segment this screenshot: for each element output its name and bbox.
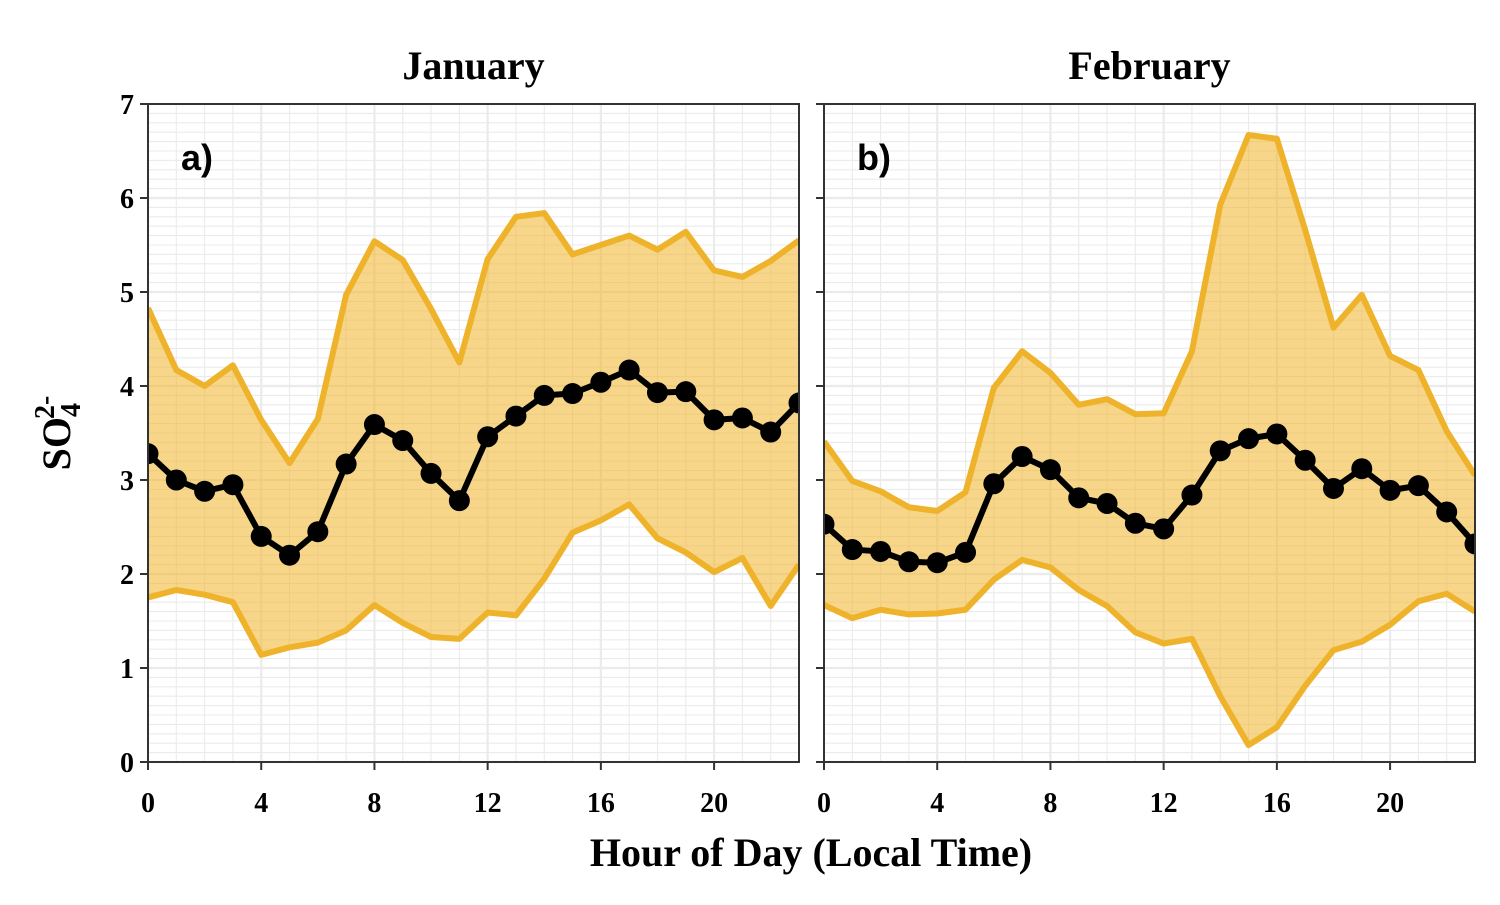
y-tick-label: 3 <box>120 466 134 497</box>
x-tick-label: 12 <box>474 788 502 819</box>
panel-tag: a) <box>181 137 213 178</box>
mean-point <box>1209 440 1231 462</box>
mean-point <box>926 552 948 574</box>
x-tick-label: 0 <box>817 788 831 819</box>
mean-point <box>1436 501 1458 523</box>
mean-point <box>1322 477 1344 499</box>
panel-tag: b) <box>857 137 891 178</box>
mean-point <box>1011 446 1033 467</box>
mean-point <box>420 462 442 484</box>
mean-point <box>477 426 499 448</box>
x-tick-label: 16 <box>587 788 615 819</box>
y-tick-label: 1 <box>120 654 134 685</box>
x-tick-label: 8 <box>367 788 381 819</box>
mean-point <box>363 414 385 436</box>
mean-point <box>1096 493 1118 514</box>
y-tick-label: 5 <box>120 278 134 309</box>
y-axis-title-subscript: 4 <box>56 403 87 417</box>
mean-point <box>760 421 782 443</box>
panel-2: February b) 0 4 8 12 16 20 <box>816 43 1476 819</box>
mean-point <box>703 409 725 431</box>
x-axis-title: Hour of Day (Local Time) <box>590 830 1032 875</box>
upper-bound-line <box>148 210 799 467</box>
lower-bound-line <box>824 556 1475 749</box>
x-tick-label: 4 <box>930 788 944 819</box>
mean-point <box>335 453 357 475</box>
x-tick-label: 20 <box>1376 788 1404 819</box>
y-tick-label: 4 <box>120 372 134 403</box>
mean-point <box>824 513 835 535</box>
mean-point <box>618 359 640 381</box>
mean-point <box>307 521 329 543</box>
mean-point <box>1238 428 1260 450</box>
y-tick-label: 6 <box>120 184 134 215</box>
mean-point <box>448 490 470 512</box>
mean-point <box>1039 459 1061 481</box>
mean-point <box>1379 479 1401 501</box>
mean-point <box>898 551 920 573</box>
mean-point <box>222 474 244 496</box>
mean-point <box>788 392 799 414</box>
mean-point <box>870 540 892 562</box>
panel-title: February <box>1068 43 1230 88</box>
mean-point <box>590 371 612 393</box>
mean-point <box>533 384 555 406</box>
mean-point <box>1266 423 1288 445</box>
mean-point <box>562 383 584 405</box>
mean-point <box>392 430 414 452</box>
y-axis-title-superscript: 2- <box>30 396 61 419</box>
range-band-area <box>148 213 799 655</box>
mean-point <box>841 539 863 561</box>
x-tick-label: 8 <box>1043 788 1057 819</box>
lower-bound-line <box>148 501 799 658</box>
panel-border <box>147 103 800 763</box>
y-tick-label: 2 <box>120 560 134 591</box>
y-tick-label: 7 <box>120 90 134 121</box>
mean-point <box>1351 458 1373 480</box>
mean-points <box>824 423 1475 574</box>
mean-point <box>731 407 753 429</box>
mean-point <box>1153 518 1175 540</box>
mean-point <box>279 544 301 566</box>
mean-point <box>165 469 187 491</box>
mean-point <box>1407 475 1429 497</box>
mean-point <box>1068 487 1090 509</box>
x-tick-label: 20 <box>700 788 728 819</box>
x-tick-label: 16 <box>1263 788 1291 819</box>
range-band-area <box>824 135 1475 746</box>
mean-point <box>1294 449 1316 471</box>
mean-point <box>194 480 216 502</box>
y-axis-title: SO42- <box>30 396 87 471</box>
x-tick-label: 12 <box>1150 788 1178 819</box>
mean-point <box>505 405 527 427</box>
mean-point <box>983 473 1005 495</box>
panel-border <box>823 103 1476 763</box>
mean-point <box>675 381 697 403</box>
y-axis-title-base: SO <box>34 417 79 470</box>
mean-points <box>148 359 799 566</box>
mean-point <box>1124 512 1146 534</box>
panel-title: January <box>402 43 544 88</box>
mean-point <box>1181 484 1203 506</box>
upper-bound-line <box>824 132 1475 515</box>
mean-point <box>955 541 977 563</box>
mean-point <box>1464 533 1475 555</box>
y-tick-label: 0 <box>120 748 134 779</box>
mean-point <box>646 382 668 404</box>
mean-point <box>250 525 272 547</box>
mean-point <box>148 443 159 465</box>
x-tick-label: 0 <box>141 788 155 819</box>
x-tick-label: 4 <box>254 788 268 819</box>
